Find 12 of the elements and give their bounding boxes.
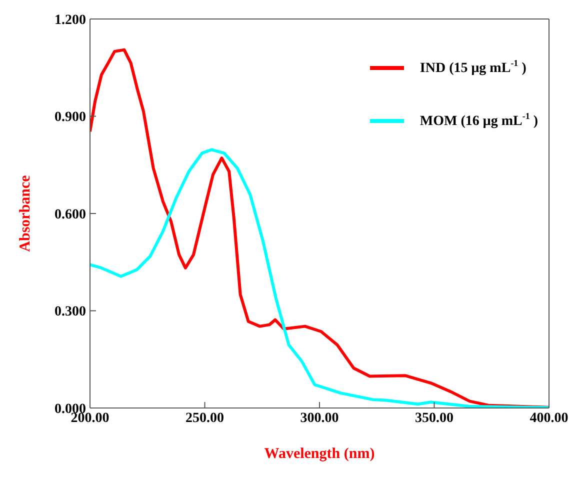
y-axis-title: Absorbance [17, 174, 34, 252]
legend-label: MOM (16 μg mL$^{-1}$ ) [420, 111, 538, 130]
y-tick-label: 0.600 [54, 207, 86, 222]
x-axis-title: Wavelength (nm) [264, 446, 375, 462]
y-tick-label: 1.200 [54, 12, 86, 28]
x-tick-label: 400.00 [530, 410, 568, 426]
x-tick-label: 250.00 [186, 410, 224, 426]
legend-label: IND (15 μg mL$^{-1}$ ) [420, 58, 526, 77]
x-tick-label: 350.00 [415, 410, 454, 426]
y-tick-label: 0.900 [54, 110, 86, 126]
x-tick-label: 300.00 [300, 410, 339, 426]
y-tick-label: 0.300 [54, 304, 86, 320]
